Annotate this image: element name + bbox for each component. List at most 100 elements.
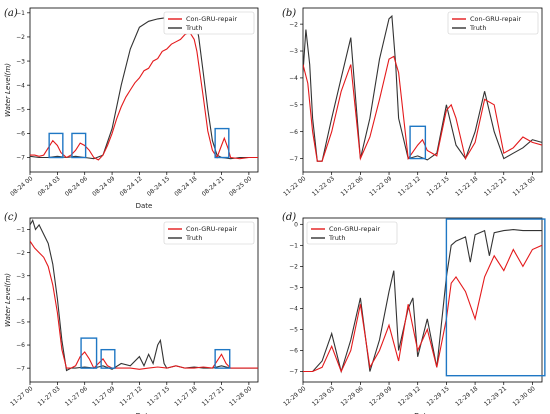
y-tick-label: −3 (289, 285, 298, 292)
x-tick-label: 12-29 12 (397, 385, 422, 408)
panel-label: (a) (4, 8, 18, 19)
truth-line (303, 229, 542, 374)
x-tick-label: 11-22 18 (454, 175, 479, 198)
x-tick-label: 11-27 18 (173, 385, 198, 408)
x-tick-label: 12-29 18 (454, 385, 479, 408)
y-tick-label: −7 (16, 365, 25, 372)
x-tick-label: 12-30 00 (512, 385, 537, 408)
legend-box (163, 221, 255, 245)
x-tick-label: 12-29 21 (483, 385, 508, 408)
panel-label: (c) (4, 212, 18, 223)
legend-label: Truth (185, 24, 202, 32)
y-tick-label: −2 (289, 21, 298, 28)
x-tick-label: 08-24 09 (91, 175, 116, 198)
x-tick-label: 11-27 21 (201, 385, 226, 408)
x-tick-label: 11-22 06 (339, 175, 364, 198)
x-tick-label: 11-22 21 (483, 175, 508, 198)
highlight-box (48, 132, 64, 159)
x-tick-label: 11-27 00 (9, 385, 34, 408)
x-tick-label: 11-22 00 (282, 175, 307, 198)
legend-label: Con-GRU-repair (470, 15, 521, 23)
y-tick-label: −2 (16, 34, 25, 41)
x-tick-label: 11-22 12 (397, 175, 422, 198)
x-tick-label: 11-27 03 (36, 385, 61, 408)
x-axis-label: Date (136, 202, 153, 210)
highlight-box (214, 348, 231, 369)
highlight-box (80, 337, 98, 369)
y-tick-label: −5 (16, 106, 25, 113)
x-tick-label: 08-25 00 (228, 175, 253, 198)
x-tick-label: 11-27 06 (64, 385, 89, 408)
y-tick-label: −7 (289, 156, 298, 163)
panel-label: (d) (282, 212, 296, 223)
y-tick-label: −5 (289, 102, 298, 109)
y-tick-label: −4 (289, 306, 298, 313)
y-tick-label: −4 (16, 296, 25, 303)
y-tick-label: −6 (16, 131, 25, 138)
x-tick-label: 11-27 15 (146, 385, 171, 408)
x-tick-label: 08-24 03 (36, 175, 61, 198)
prediction-line (303, 55, 542, 162)
y-tick-label: −1 (289, 243, 298, 250)
x-tick-label: 11-22 03 (311, 175, 336, 198)
x-tick-label: 11-23 00 (512, 175, 537, 198)
legend-box (163, 11, 255, 35)
x-axis-label: Date (136, 412, 153, 414)
prediction-line (30, 31, 258, 161)
y-tick-label: −5 (16, 319, 25, 326)
x-tick-label: 11-28 00 (228, 385, 253, 408)
legend-label: Con-GRU-repair (329, 225, 380, 233)
y-tick-label: −6 (289, 348, 298, 355)
highlight-box (71, 132, 87, 159)
x-tick-label: 08-24 00 (9, 175, 34, 198)
y-tick-label: −5 (289, 327, 298, 334)
y-tick-label: −6 (289, 129, 298, 136)
y-tick-label: 0 (294, 222, 298, 229)
legend-label: Truth (469, 24, 486, 32)
y-tick-label: −3 (16, 273, 25, 280)
plot-frame (29, 217, 259, 383)
panel-label: (b) (282, 8, 296, 19)
truth-line (30, 218, 258, 372)
y-tick-label: −6 (16, 342, 25, 349)
y-axis-label: Water Level(m) (4, 63, 12, 117)
y-tick-label: −2 (16, 250, 25, 257)
chart-panel-4: (d)12-29 00 12-29 03 12-29 06 12-29 09 12-29… (282, 212, 546, 414)
legend-label: Truth (185, 234, 202, 242)
x-tick-label: 08-24 06 (64, 175, 89, 198)
highlight-box (409, 125, 427, 160)
plot-frame (302, 217, 543, 383)
x-tick-label: 11-27 12 (119, 385, 144, 408)
y-axis-label: Water Level(m) (4, 273, 12, 327)
x-tick-label: 12-29 09 (368, 385, 393, 408)
legend-label: Con-GRU-repair (186, 225, 237, 233)
legend-label: Con-GRU-repair (186, 15, 237, 23)
legend-box (306, 221, 398, 245)
plot-frame (29, 7, 259, 173)
y-tick-label: −2 (289, 264, 298, 271)
chart-panel-2: (b)11-22 00 11-22 03 11-22 06 11-22 09 11-22… (282, 7, 543, 198)
truth-line (30, 13, 258, 160)
x-tick-label: 08-24 18 (173, 175, 198, 198)
x-tick-label: 08-24 15 (146, 175, 171, 198)
x-tick-label: 11-27 09 (91, 385, 116, 408)
highlight-box (445, 218, 546, 377)
y-tick-label: −7 (16, 155, 25, 162)
y-tick-label: −3 (289, 48, 298, 55)
x-tick-label: 11-22 15 (426, 175, 451, 198)
prediction-line (303, 244, 542, 373)
x-tick-label: 11-22 09 (368, 175, 393, 198)
y-tick-label: −1 (16, 227, 25, 234)
x-tick-label: 08-24 12 (119, 175, 144, 198)
plot-frame (302, 7, 543, 173)
y-tick-label: −4 (16, 82, 25, 89)
y-tick-label: −3 (16, 58, 25, 65)
x-tick-label: 12-29 06 (339, 385, 364, 408)
highlight-box (100, 348, 116, 369)
y-tick-label: −1 (16, 10, 25, 17)
